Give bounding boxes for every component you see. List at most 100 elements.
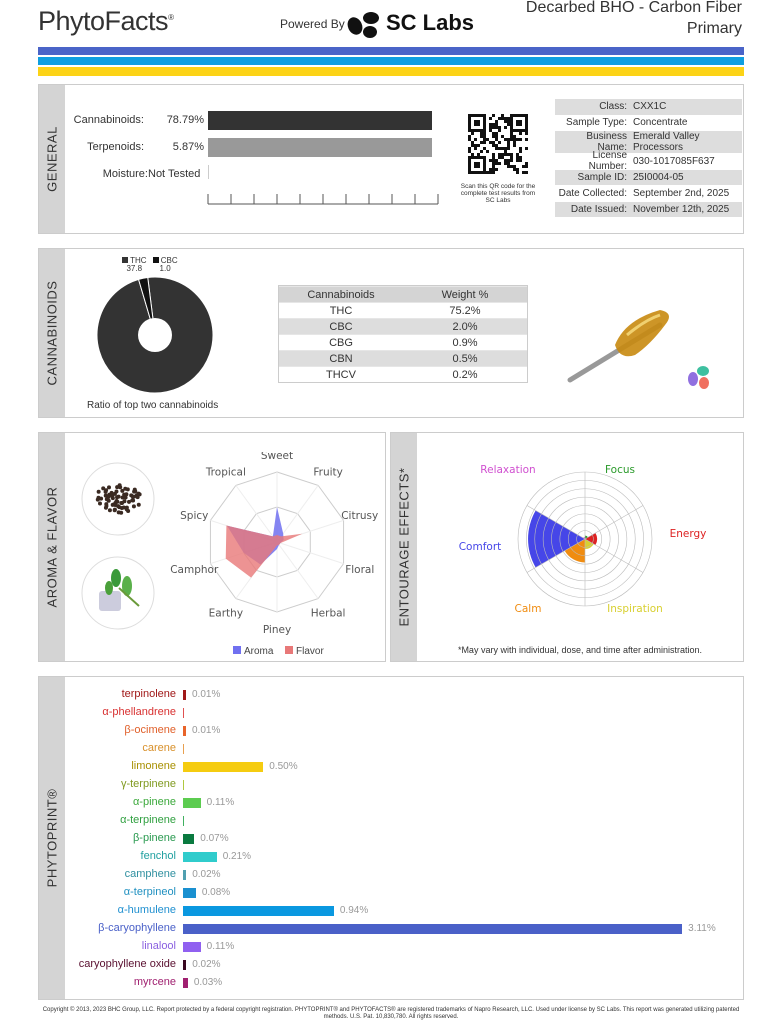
- terpene-bar: [183, 906, 334, 916]
- info-key: Class:: [599, 101, 627, 113]
- terpene-value: 0.21%: [222, 851, 252, 862]
- terpene-bar: [183, 762, 264, 772]
- entourage-polar-chart: Focus Energy Inspiration Calm Comfort Relaxat…: [459, 464, 707, 615]
- terpene-value: 0.11%: [206, 797, 235, 808]
- terpene-bar: [183, 780, 184, 790]
- terpenoids-value: 5.87%: [172, 141, 204, 153]
- info-key: Sample Type:: [566, 117, 627, 129]
- terpene-label: α-humulene: [117, 904, 176, 916]
- terpenoids-label: Terpenoids:: [87, 141, 144, 153]
- mint-camphor-image: [81, 556, 155, 630]
- terpene-value: 0.01%: [192, 689, 221, 700]
- radar-axis-label: Sweet: [261, 452, 293, 462]
- table-row: THC 75.2%: [279, 302, 527, 318]
- radar-series-flavor: [225, 525, 303, 578]
- terpene-value: 0.08%: [201, 887, 231, 898]
- table-cell: 0.2%: [452, 368, 478, 381]
- terpene-value: 0.94%: [339, 905, 369, 916]
- terpene-label: β-caryophyllene: [98, 922, 176, 934]
- radar-axis-label: Earthy: [209, 607, 243, 619]
- product-title: Decarbed BHO - Carbon Fiber Primary: [525, 0, 742, 37]
- radar-axis-label: Floral: [345, 564, 374, 576]
- terpene-label: camphene: [124, 868, 176, 880]
- polar-sector-calm: [564, 539, 585, 563]
- section-title: PHYTOPRINT®: [44, 788, 60, 888]
- terpene-value: 0.50%: [269, 761, 298, 772]
- donut-legend: THC 37.8 CBC 1.0: [122, 257, 178, 273]
- qr-caption: Scan this QR code for the complete test …: [460, 183, 536, 204]
- table-row: THCV 0.2%: [279, 366, 527, 382]
- radar-axis-label: Camphor: [170, 564, 219, 576]
- legend-thc: THC 37.8: [122, 257, 147, 273]
- terpene-value: 0.01%: [192, 725, 221, 736]
- cannabinoids-bar: [208, 111, 432, 130]
- table-cell: 2.0%: [452, 320, 478, 333]
- polar-sector-energy: [585, 532, 598, 546]
- terpene-label: β-ocimene: [124, 724, 176, 736]
- stripe-blue: [38, 47, 744, 55]
- terpene-bar: [183, 960, 187, 970]
- info-row: Business Name: Emerald Valley Processors: [555, 131, 742, 153]
- legend-cbc: CBC 1.0: [152, 257, 178, 273]
- info-row: Class: CXX1C: [555, 99, 742, 115]
- info-key: Business Name:: [586, 131, 627, 153]
- column-header: Cannabinoids: [307, 288, 375, 301]
- entourage-note: *May vary with individual, dose, and tim…: [457, 645, 703, 655]
- terpene-bar: [183, 888, 196, 898]
- terpene-label: terpinolene: [121, 688, 176, 700]
- terpene-bar: [183, 816, 184, 826]
- terpene-label: γ-terpinene: [120, 778, 176, 790]
- terpene-label: limonene: [131, 760, 176, 772]
- info-row: Date Collected: September 2nd, 2025: [555, 186, 742, 202]
- info-value: 25I0004-05: [633, 171, 684, 183]
- sc-labs-logo-icon: [347, 12, 379, 38]
- cannabinoid-donut-chart: [96, 276, 214, 394]
- terpene-label: β-pinene: [132, 832, 176, 844]
- table-cell: THC: [329, 304, 353, 317]
- legend-flavor: Flavor: [296, 646, 324, 657]
- terpene-bar: [183, 798, 201, 808]
- column-header: Weight %: [441, 288, 489, 301]
- polar-label-focus: Focus: [605, 464, 635, 476]
- info-value: Emerald Valley Processors: [633, 131, 700, 153]
- table-header: Cannabinoids Weight %: [279, 286, 527, 302]
- pepper-image: [81, 462, 155, 536]
- terpene-bar: [183, 834, 195, 844]
- info-key: Date Issued:: [570, 203, 627, 215]
- section-title: GENERAL: [44, 126, 60, 192]
- moisture-bar: [208, 165, 209, 179]
- terpenoids-bar: [208, 138, 432, 157]
- footer-copyright: Copyright © 2013, 2023 BHC Group, LLC. R…: [42, 1007, 740, 1020]
- terpene-label: α-phellandrene: [102, 706, 176, 718]
- info-key: Sample ID:: [577, 171, 627, 183]
- donut-caption: Ratio of top two cannabinoids: [87, 400, 219, 411]
- info-value: CXX1C: [633, 101, 667, 113]
- terpene-label: α-terpinene: [120, 814, 176, 826]
- terpene-bar: [183, 978, 188, 988]
- terpene-label: carene: [142, 742, 176, 754]
- terpene-bar: [183, 726, 186, 736]
- terpene-label: fenchol: [140, 850, 176, 862]
- table-row: CBN 0.5%: [279, 350, 527, 366]
- section-title: AROMA & FLAVOR: [44, 486, 60, 608]
- info-row: License Number: 030-1017085F637: [555, 150, 742, 172]
- info-row: Sample ID: 25I0004-05: [555, 169, 742, 185]
- polar-label-calm: Calm: [515, 603, 542, 615]
- table-cell: CBC: [329, 320, 353, 333]
- terpene-bar: [183, 852, 217, 862]
- polar-label-energy: Energy: [670, 528, 707, 540]
- table-cell: THCV: [326, 368, 356, 381]
- info-key: License Number:: [588, 150, 627, 173]
- cannabinoid-table: Cannabinoids Weight % THC 75.2% CBC 2.0% CBG 0.…: [278, 285, 528, 383]
- table-cell: 0.9%: [452, 336, 478, 349]
- terpene-label: linalool: [141, 940, 176, 952]
- terpene-bar: [183, 942, 201, 952]
- polar-sector-inspiration: [585, 539, 594, 550]
- terpene-label: myrcene: [133, 976, 176, 988]
- moisture-value: Not Tested: [148, 168, 201, 180]
- section-title: CANNABINOIDS: [44, 280, 60, 386]
- qr-code-icon[interactable]: [468, 114, 528, 174]
- cannabinoids-value: 78.79%: [166, 114, 204, 126]
- radar-axis-label: Fruity: [313, 467, 343, 479]
- info-value: Concentrate: [633, 117, 688, 129]
